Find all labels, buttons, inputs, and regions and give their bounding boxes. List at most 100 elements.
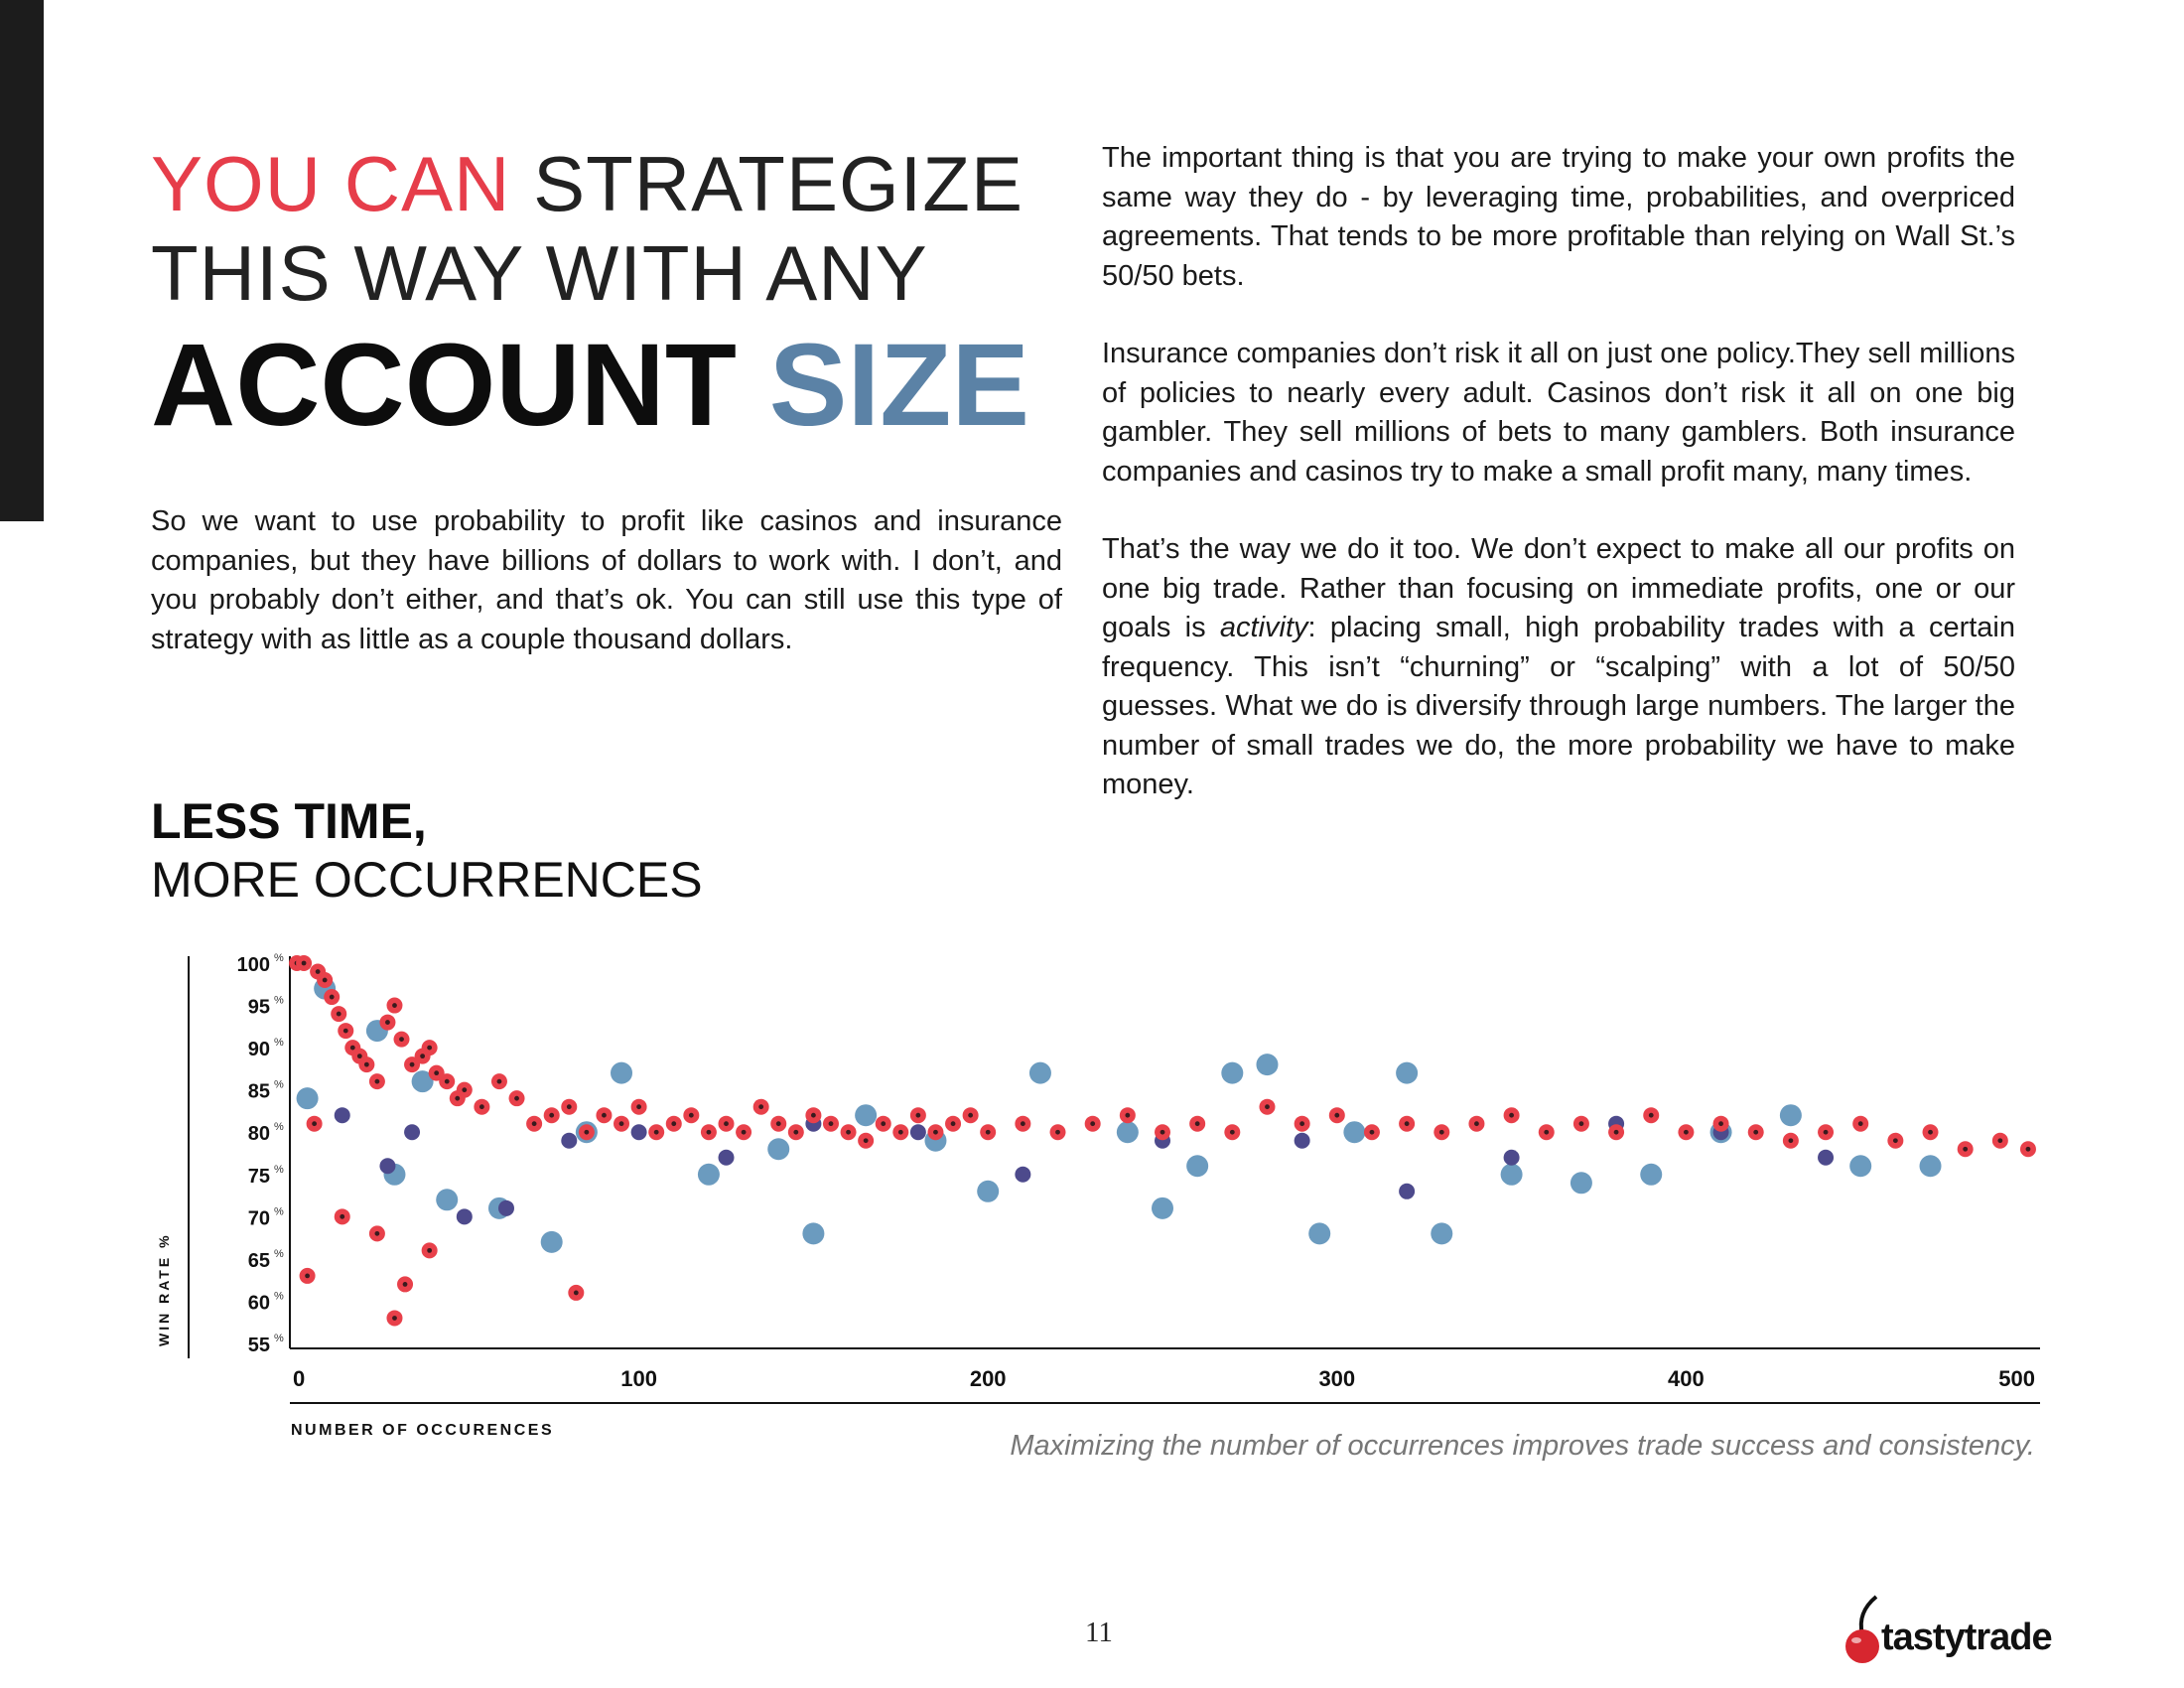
purple-point <box>404 1124 421 1141</box>
point-center-dot <box>653 1129 659 1135</box>
point-center-dot <box>434 1070 440 1076</box>
y-tick-suffix: % <box>274 952 284 964</box>
point-center-dot <box>1753 1129 1759 1135</box>
point-center-dot <box>1090 1121 1096 1127</box>
point-center-dot <box>1997 1138 2003 1144</box>
point-center-dot <box>462 1087 468 1093</box>
y-tick-label: 95 <box>248 997 270 1019</box>
y-tick-label: 75 <box>248 1166 270 1188</box>
point-center-dot <box>392 1003 397 1008</box>
y-tick-label: 100 <box>237 954 270 976</box>
point-center-dot <box>349 1045 355 1051</box>
point-center-dot <box>1648 1112 1654 1118</box>
point-center-dot <box>363 1061 369 1067</box>
point-center-dot <box>1160 1129 1165 1135</box>
headline-red-part: YOU CAN <box>151 140 511 227</box>
point-center-dot <box>933 1129 938 1135</box>
x-axis-label: NUMBER OF OCCURENCES <box>291 1422 554 1438</box>
point-center-dot <box>1823 1129 1829 1135</box>
point-center-dot <box>811 1112 816 1118</box>
point-center-dot <box>828 1121 834 1127</box>
purple-point <box>497 1199 514 1216</box>
page-number: 11 <box>1085 1617 1113 1648</box>
point-center-dot <box>1684 1129 1689 1135</box>
purple-point <box>1294 1132 1310 1149</box>
blue-point <box>1570 1172 1592 1195</box>
point-center-dot <box>549 1112 555 1118</box>
blue-point <box>411 1070 434 1093</box>
y-tick-label: 55 <box>248 1335 270 1356</box>
point-center-dot <box>399 1037 404 1042</box>
blue-point <box>1396 1061 1419 1084</box>
point-center-dot <box>793 1129 799 1135</box>
chart-heading: LESS TIME, MORE OCCURRENCES <box>151 792 703 910</box>
blue-point <box>1849 1155 1872 1178</box>
blue-point <box>611 1061 633 1084</box>
point-center-dot <box>420 1054 426 1059</box>
y-tick-suffix: % <box>274 1164 284 1176</box>
blue-point <box>855 1104 878 1127</box>
point-center-dot <box>1613 1129 1619 1135</box>
y-tick-suffix: % <box>274 995 284 1007</box>
point-center-dot <box>1125 1112 1131 1118</box>
point-center-dot <box>758 1104 764 1110</box>
y-tick-suffix: % <box>274 1121 284 1133</box>
x-tick-label: 0 <box>293 1366 305 1391</box>
y-tick-suffix: % <box>274 1037 284 1049</box>
purple-point <box>561 1132 578 1149</box>
point-center-dot <box>897 1129 903 1135</box>
tastytrade-logo-icon <box>1845 1595 1879 1663</box>
point-center-dot <box>315 969 321 974</box>
x-tick-label: 200 <box>970 1366 1007 1391</box>
right-column: The important thing is that you are tryi… <box>1102 139 2015 805</box>
side-bar <box>0 0 44 521</box>
headline-line2: THIS WAY WITH ANY <box>151 229 928 317</box>
blue-point <box>1431 1222 1453 1245</box>
point-center-dot <box>496 1078 502 1084</box>
blue-point <box>1919 1155 1942 1178</box>
point-center-dot <box>374 1230 380 1236</box>
y-tick-label: 90 <box>248 1039 270 1060</box>
right-paragraph-3: That’s the way we do it too. We don’t ex… <box>1102 533 2016 800</box>
point-center-dot <box>573 1290 579 1296</box>
point-center-dot <box>336 1011 341 1017</box>
blue-point <box>1116 1121 1139 1144</box>
blue-point <box>802 1222 825 1245</box>
y-tick-label: 60 <box>248 1292 270 1314</box>
point-center-dot <box>968 1112 974 1118</box>
blue-point <box>1308 1222 1331 1245</box>
point-center-dot <box>1928 1129 1933 1135</box>
purple-point <box>718 1149 735 1166</box>
chart-caption: Maximizing the number of occurrences imp… <box>1010 1430 2035 1462</box>
purple-point <box>334 1107 350 1124</box>
point-center-dot <box>1194 1121 1200 1127</box>
y-tick-label: 70 <box>248 1207 270 1229</box>
point-center-dot <box>602 1112 607 1118</box>
point-center-dot <box>1963 1146 1969 1152</box>
blue-point <box>1028 1061 1051 1084</box>
y-tick-suffix: % <box>274 1333 284 1344</box>
blue-point <box>1256 1054 1279 1076</box>
purple-point <box>379 1158 396 1175</box>
x-tick-label: 400 <box>1668 1366 1705 1391</box>
y-tick-suffix: % <box>274 1079 284 1091</box>
point-center-dot <box>402 1282 408 1287</box>
point-center-dot <box>1892 1138 1898 1144</box>
point-center-dot <box>356 1054 362 1059</box>
point-center-dot <box>985 1129 991 1135</box>
point-center-dot <box>1299 1121 1305 1127</box>
point-center-dot <box>846 1129 851 1135</box>
blue-point <box>436 1189 459 1211</box>
x-tick-label: 500 <box>1998 1366 2035 1391</box>
blue-point <box>540 1230 563 1253</box>
point-center-dot <box>881 1121 887 1127</box>
point-center-dot <box>1055 1129 1060 1135</box>
point-center-dot <box>1857 1121 1863 1127</box>
point-center-dot <box>1404 1121 1410 1127</box>
blue-point <box>697 1163 720 1186</box>
headline-account: ACCOUNT <box>151 320 737 451</box>
blue-point <box>1186 1155 1209 1178</box>
point-center-dot <box>1020 1121 1025 1127</box>
blue-point <box>1779 1104 1802 1127</box>
blue-point <box>767 1138 790 1161</box>
